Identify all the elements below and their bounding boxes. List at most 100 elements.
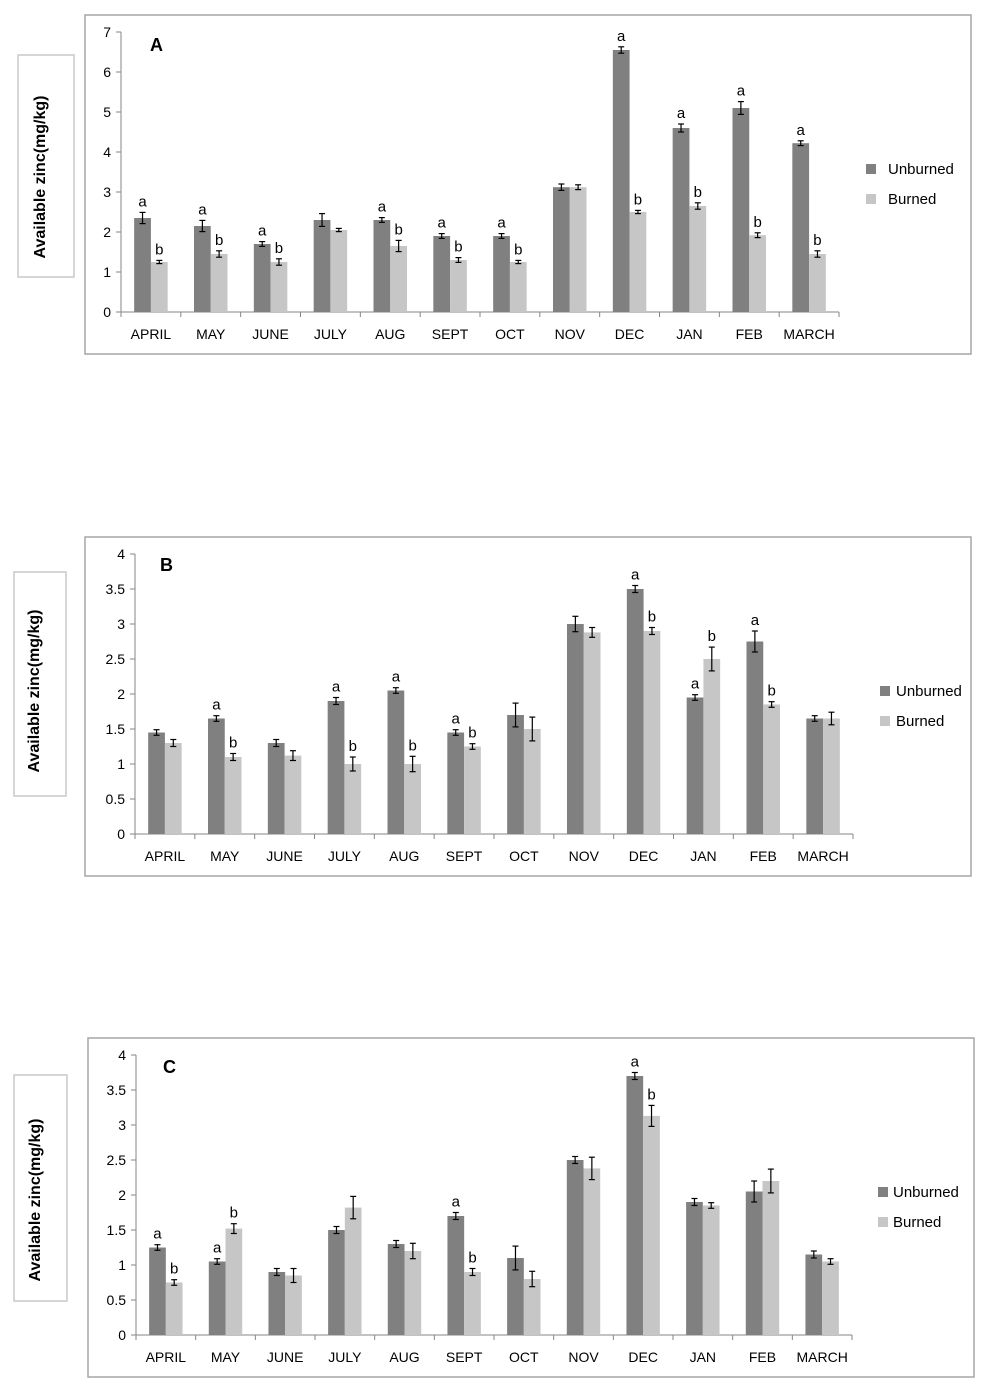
significance-label: a [258, 223, 267, 240]
significance-label: a [378, 199, 387, 216]
y-tick-label: 3 [117, 616, 125, 632]
significance-label: b [155, 241, 163, 258]
bar-burned [823, 718, 840, 834]
legend-label-unburned: Unburned [896, 683, 962, 700]
significance-label: a [198, 201, 207, 218]
x-tick-label: JAN [690, 848, 716, 864]
x-tick-label: AUG [389, 848, 419, 864]
y-tick-label: 0 [103, 304, 111, 320]
bar-unburned [433, 236, 451, 312]
legend-swatch-unburned [866, 164, 876, 174]
bar-unburned [134, 218, 151, 312]
significance-label: a [751, 612, 760, 629]
significance-label: b [468, 1250, 476, 1267]
significance-label: b [648, 609, 656, 626]
bar-burned [344, 1207, 362, 1335]
panel-label: A [150, 35, 163, 55]
bar-unburned [447, 1216, 465, 1335]
y-tick-label: 0 [117, 826, 125, 842]
x-tick-label: MARCH [783, 326, 834, 342]
y-tick-label: 2.5 [107, 1152, 127, 1168]
x-tick-label: APRIL [146, 1349, 187, 1365]
significance-label: b [275, 240, 283, 257]
bar-burned [643, 1115, 660, 1335]
y-tick-label: 3.5 [106, 581, 126, 597]
x-tick-label: FEB [750, 848, 777, 864]
bar-unburned [328, 1230, 345, 1335]
x-tick-label: SEPT [432, 326, 469, 342]
significance-label: b [708, 628, 716, 645]
x-tick-label: MAY [196, 326, 226, 342]
x-tick-label: OCT [495, 326, 525, 342]
x-tick-label: JUNE [267, 1349, 304, 1365]
x-tick-label: APRIL [145, 848, 186, 864]
panel-label: C [163, 1057, 176, 1077]
y-tick-label: 1 [103, 264, 111, 280]
x-tick-label: DEC [628, 1349, 658, 1365]
bar-unburned [686, 1202, 703, 1335]
legend-swatch-unburned [878, 1187, 888, 1197]
significance-label: a [631, 567, 640, 584]
bar-unburned [792, 143, 810, 312]
y-tick-label: 0.5 [106, 791, 126, 807]
x-tick-label: JAN [676, 326, 702, 342]
significance-label: b [813, 232, 821, 249]
significance-label: a [452, 1194, 461, 1211]
bar-burned [390, 246, 408, 312]
y-tick-label: 2 [117, 686, 125, 702]
bar-burned [749, 235, 767, 312]
bar-burned [344, 764, 362, 834]
significance-label: b [634, 191, 642, 208]
bar-unburned [566, 624, 584, 834]
y-tick-label: 5 [103, 104, 111, 120]
bar-unburned [806, 718, 824, 834]
panel-label: B [160, 555, 173, 575]
y-tick-label: 0.5 [107, 1292, 127, 1308]
bar-unburned [686, 697, 704, 834]
significance-label: a [617, 28, 626, 45]
x-tick-label: SEPT [446, 1349, 483, 1365]
x-tick-label: SEPT [446, 848, 483, 864]
x-tick-label: JULY [328, 1349, 362, 1365]
bar-burned [689, 206, 707, 312]
bar-burned [164, 743, 182, 834]
significance-label: a [631, 1054, 640, 1071]
x-tick-label: JUNE [252, 326, 289, 342]
significance-label: b [468, 725, 476, 742]
bar-burned [464, 1272, 481, 1335]
bar-unburned [732, 108, 750, 312]
bar-burned [210, 254, 228, 312]
bar-unburned [746, 641, 764, 834]
x-tick-label: NOV [568, 1349, 599, 1365]
bar-unburned [313, 220, 331, 312]
bar-burned [583, 632, 601, 834]
significance-label: b [694, 184, 702, 201]
significance-label: a [438, 215, 447, 232]
chart-panel-c: Available zinc(mg/kg) C 0 0.5 1 1.5 2 2.5 3 3.5 4 A… [13, 1037, 975, 1378]
bar-unburned [507, 1258, 524, 1335]
bar-burned [224, 757, 242, 834]
y-tick-label: 3 [118, 1117, 126, 1133]
y-tick-label: 7 [103, 24, 111, 40]
significance-label: b [215, 232, 223, 249]
significance-label: b [394, 221, 402, 238]
y-tick-label: 1 [117, 756, 125, 772]
x-tick-label: MAY [210, 848, 240, 864]
bar-burned [822, 1261, 839, 1335]
significance-label: a [452, 711, 461, 728]
significance-label: a [212, 697, 221, 714]
x-tick-label: JULY [314, 326, 348, 342]
bar-burned [404, 1251, 422, 1335]
y-tick-label: 3.5 [107, 1082, 127, 1098]
chart-panel-b: Available zinc(mg/kg) B 0 0.5 1 1.5 2 2.5 3 3.5 4 A… [13, 536, 972, 877]
significance-label: b [349, 738, 357, 755]
x-tick-label: AUG [389, 1349, 419, 1365]
y-tick-label: 3 [103, 184, 111, 200]
x-tick-label: MARCH [796, 1349, 847, 1365]
significance-label: b [753, 214, 761, 231]
significance-label: b [767, 683, 775, 700]
bar-burned [165, 1282, 183, 1335]
y-tick-label: 1 [118, 1257, 126, 1273]
significance-label: a [332, 679, 341, 696]
